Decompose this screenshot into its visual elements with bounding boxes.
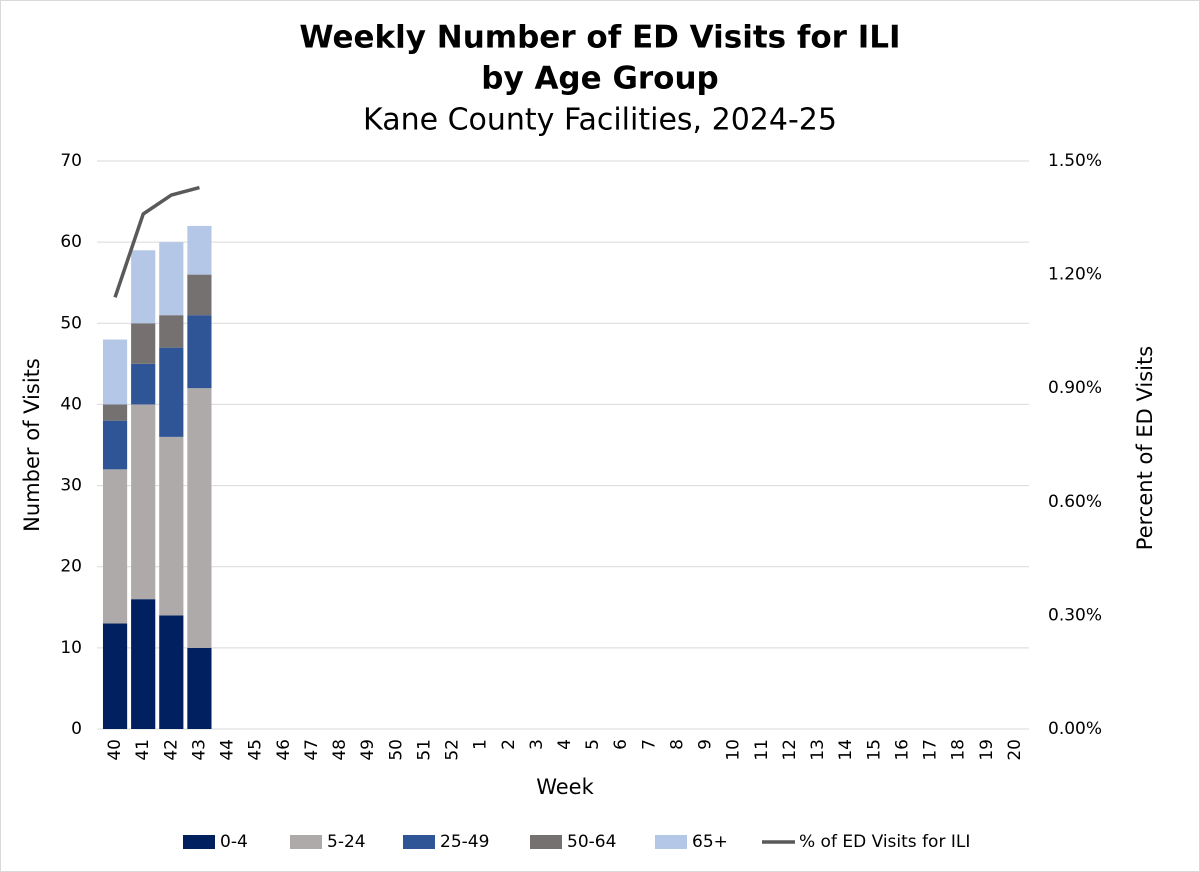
x-tick-label: 41 xyxy=(133,739,153,761)
line-series xyxy=(113,185,200,298)
y-tick-label: 0 xyxy=(71,719,82,739)
bar-segment xyxy=(102,404,128,421)
x-tick-label: 49 xyxy=(358,739,378,761)
bar-segment xyxy=(159,242,184,316)
x-tick-label: 5 xyxy=(583,739,603,750)
y-axis-label: Number of Visits xyxy=(20,358,44,532)
legend-swatch xyxy=(530,835,562,849)
x-tick-label: 42 xyxy=(161,739,181,761)
bar-segment xyxy=(187,225,212,275)
legend-label: 0-4 xyxy=(220,832,248,852)
x-tick-label: 16 xyxy=(892,739,912,761)
x-tick-label: 47 xyxy=(302,739,322,761)
bar-segment xyxy=(159,347,184,437)
legend-swatch xyxy=(403,835,435,849)
bar-segment xyxy=(102,623,128,729)
x-tick-label: 14 xyxy=(836,739,856,761)
chart-title: Weekly Number of ED Visits for ILI xyxy=(299,20,900,56)
bar-segment xyxy=(187,315,212,389)
bar-segment xyxy=(159,315,184,348)
x-tick-label: 15 xyxy=(864,739,884,761)
x-tick-label: 46 xyxy=(274,739,294,761)
x-tick-label: 48 xyxy=(330,739,350,761)
bar-segment xyxy=(187,647,212,729)
legend-label: % of ED Visits for ILI xyxy=(799,832,970,852)
y2-tick-label: 0.90% xyxy=(1048,378,1102,398)
bar-segment xyxy=(102,469,128,624)
y2-tick-label: 0.60% xyxy=(1048,492,1102,512)
y2-tick-label: 1.20% xyxy=(1048,265,1102,285)
legend-swatch xyxy=(183,835,215,849)
y2-axis-label: Percent of ED Visits xyxy=(1133,346,1157,550)
x-tick-label: 51 xyxy=(414,739,434,761)
x-tick-label: 8 xyxy=(667,739,687,750)
y2-tick-label: 0.00% xyxy=(1048,719,1102,739)
x-tick-label: 1 xyxy=(471,739,491,750)
x-tick-label: 3 xyxy=(527,739,547,750)
x-tick-label: 11 xyxy=(752,739,772,761)
bar-segment xyxy=(159,436,184,616)
chart-title: by Age Group xyxy=(481,61,718,97)
y-tick-label: 40 xyxy=(60,394,82,414)
legend-label: 5-24 xyxy=(327,832,366,852)
x-tick-label: 4 xyxy=(555,739,575,750)
x-tick-label: 18 xyxy=(949,739,969,761)
bar-segment xyxy=(131,250,156,324)
legend-label: 65+ xyxy=(692,832,728,852)
x-tick-label: 17 xyxy=(921,739,941,761)
x-tick-label: 50 xyxy=(386,739,406,761)
x-tick-label: 6 xyxy=(611,739,631,750)
y-tick-label: 70 xyxy=(60,151,82,171)
legend-label: 50-64 xyxy=(567,832,616,852)
x-tick-label: 44 xyxy=(218,739,238,761)
x-tick-label: 52 xyxy=(443,739,463,761)
x-tick-label: 2 xyxy=(499,739,519,750)
chart-subtitle: Kane County Facilities, 2024-25 xyxy=(363,103,837,138)
y-tick-label: 20 xyxy=(60,557,82,577)
y2-tick-label: 1.50% xyxy=(1048,151,1102,171)
bar-segment xyxy=(131,404,156,600)
bar-segment xyxy=(187,388,212,648)
x-axis-label: Week xyxy=(536,775,594,799)
bar-segment xyxy=(159,615,184,729)
legend-swatch xyxy=(290,835,322,849)
x-tick-label: 12 xyxy=(780,739,800,761)
bar-segment xyxy=(131,323,156,364)
bar-segment xyxy=(187,274,212,316)
y-tick-label: 10 xyxy=(60,638,82,658)
y-tick-label: 60 xyxy=(60,232,82,252)
x-tick-label: 45 xyxy=(246,739,266,761)
bar-segment xyxy=(131,599,156,729)
x-tick-label: 19 xyxy=(977,739,997,761)
legend-swatch xyxy=(655,835,687,849)
legend-label: 25-49 xyxy=(440,832,489,852)
y-tick-label: 50 xyxy=(60,313,82,333)
y2-tick-label: 0.30% xyxy=(1048,605,1102,625)
x-tick-label: 43 xyxy=(189,739,209,761)
x-tick-label: 10 xyxy=(724,739,744,761)
bar-segment xyxy=(102,339,128,405)
y-tick-label: 30 xyxy=(60,476,82,496)
bar-segment xyxy=(131,363,156,405)
x-tick-label: 13 xyxy=(808,739,828,761)
x-tick-label: 9 xyxy=(696,739,716,750)
x-tick-label: 7 xyxy=(639,739,659,750)
x-tick-label: 20 xyxy=(1005,739,1025,761)
bar-segment xyxy=(102,420,128,470)
x-tick-label: 40 xyxy=(105,739,125,761)
